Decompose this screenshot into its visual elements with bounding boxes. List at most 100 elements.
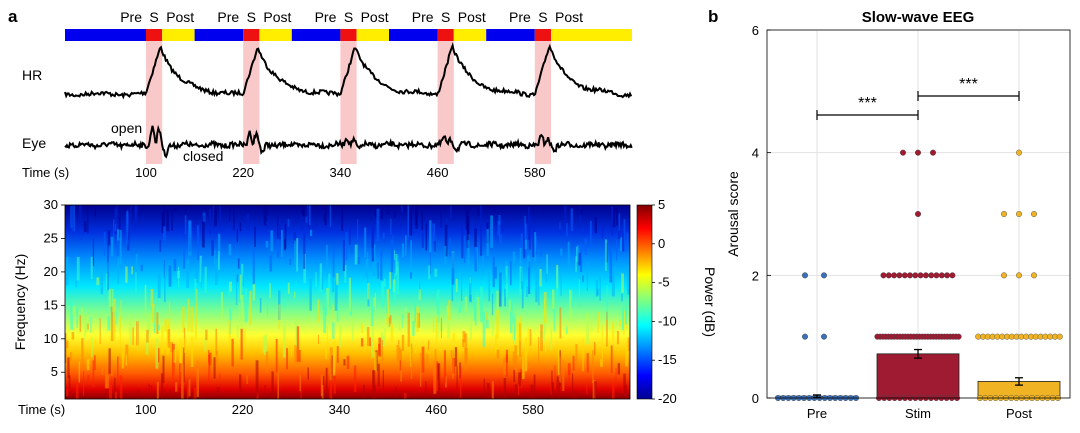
spectrogram-streak (75, 280, 77, 288)
spectrogram-streak (452, 350, 454, 379)
spectrogram-streak (294, 240, 296, 265)
spectrogram-streak (71, 332, 75, 340)
spectrogram-streak (241, 263, 244, 292)
spectrogram-streak (539, 269, 542, 287)
spectrogram-streak (554, 365, 556, 389)
spectrogram-streak (135, 253, 138, 271)
data-point (928, 272, 935, 279)
spectrogram-streak (381, 339, 384, 363)
spectrogram-streak (298, 350, 301, 363)
spectrogram-streak (586, 353, 589, 373)
spectrogram-streak (520, 233, 523, 246)
spectrogram-streak (458, 306, 461, 313)
spectrogram-streak (190, 336, 194, 367)
spectrogram-streak (375, 205, 377, 219)
spectrogram-streak (550, 329, 553, 350)
spectrogram-streak (329, 383, 333, 399)
spectrogram-streak (323, 376, 325, 394)
spectrogram-streak (212, 205, 215, 223)
spectrogram-streak (519, 315, 522, 341)
spectrogram-streak (626, 232, 629, 252)
spectrogram-streak (551, 370, 553, 395)
spectrogram-streak (350, 245, 353, 253)
spectrogram-streak (401, 334, 405, 351)
data-point (933, 272, 940, 279)
spectrogram-streak (147, 321, 149, 333)
phase-label-pre: Pre (217, 9, 239, 25)
spectrogram-streak (262, 336, 266, 353)
spectrogram-streak (278, 304, 281, 329)
spectrogram-streak (219, 373, 221, 380)
phase-pre-segment (389, 29, 438, 41)
spectrogram-streak (396, 261, 400, 295)
spectrogram-streak (529, 329, 532, 346)
phase-stim-segment (534, 29, 551, 41)
spectrogram-streak (87, 323, 89, 330)
spectrogram-streak (513, 369, 516, 382)
spectrogram-streak (572, 355, 575, 371)
spectrogram-streak (582, 275, 584, 283)
spectrogram-streak (364, 227, 367, 258)
spectrogram-streak (612, 205, 616, 228)
spectrogram-streak (542, 330, 546, 342)
colorbar-label: Power (dB) (702, 267, 718, 337)
spectrogram-streak (459, 366, 462, 398)
spectrogram-streak (349, 226, 351, 245)
spectrogram-streak (294, 291, 296, 298)
spectrogram-xtick-label: 580 (522, 402, 544, 417)
spectrogram-streak (237, 258, 240, 269)
spectrogram-streak (156, 312, 159, 334)
data-point (949, 272, 956, 279)
spectrogram-streak (164, 274, 166, 302)
data-point (915, 149, 922, 156)
spectrogram-streak (384, 328, 386, 339)
spectrogram-streak (610, 345, 613, 373)
spectrogram-streak (79, 315, 82, 332)
time-ticks-top: 100 220 340 460 580 (135, 165, 546, 180)
spectrogram-streak (559, 307, 562, 339)
spectrogram-streak (592, 350, 594, 383)
spectrogram-streak (168, 265, 172, 287)
spectrogram-streak (181, 363, 184, 399)
spectrogram-streak (366, 327, 370, 346)
chart-yticks: 0 2 4 6 (752, 23, 771, 406)
spectrogram-streak (130, 205, 132, 224)
chart-xtick-label: Pre (807, 406, 827, 421)
spectrogram-streak (627, 337, 630, 352)
spectrogram-streak (550, 383, 552, 395)
spectrogram-streak (432, 315, 434, 333)
spectrogram-streak (458, 344, 462, 352)
phase-label-stim: S (538, 9, 547, 25)
spectrogram-streak (265, 241, 269, 248)
spectrogram-streak (188, 379, 191, 397)
spectrogram-streak (162, 206, 166, 227)
spectrogram-streak (482, 255, 484, 278)
spectrogram-streak (528, 362, 530, 369)
spectrogram-streak (136, 205, 138, 221)
spectrogram-streak (486, 312, 488, 325)
spectrogram-streak (449, 238, 452, 257)
spectrogram-streak (455, 278, 458, 292)
spectrogram-streak (586, 262, 589, 291)
spectrogram-streak (390, 323, 394, 343)
spectrogram-streak (373, 297, 376, 307)
spectrogram-streak (527, 327, 529, 347)
spectrogram-streak (395, 386, 397, 399)
spectrogram-ytick-label: 10 (44, 331, 58, 346)
spectrogram-streak (620, 237, 623, 252)
spectrogram-streak (616, 205, 618, 226)
spectrogram-xtick-label: 220 (232, 402, 254, 417)
spectrogram-streak (488, 271, 490, 302)
spectrogram-streak (239, 274, 242, 300)
spectrogram-streak (474, 228, 477, 247)
spectrogram-streak (116, 238, 119, 256)
spectrogram-streak (374, 293, 376, 312)
spectrogram-ytick-label: 15 (44, 297, 58, 312)
spectrogram-streak (263, 205, 267, 226)
stim-highlight-band (534, 41, 551, 164)
spectrogram-streak (435, 317, 438, 345)
spectrogram-streak (407, 205, 410, 238)
spectrogram-streak (502, 220, 504, 233)
spectrogram-streak (306, 205, 309, 227)
spectrogram-streak (546, 254, 548, 274)
